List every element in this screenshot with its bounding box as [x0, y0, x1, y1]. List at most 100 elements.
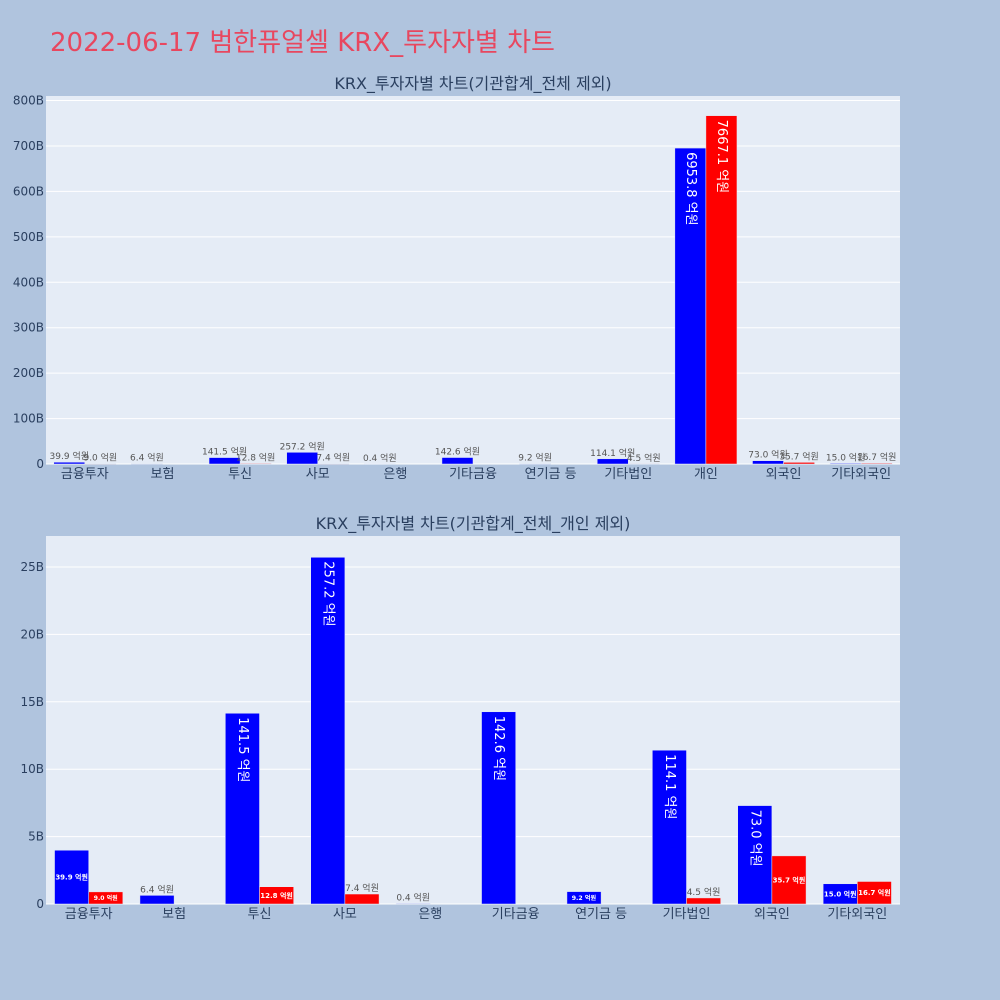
y-tick-label: 800B [13, 94, 44, 108]
y-tick-label: 200B [13, 366, 44, 380]
bar [652, 749, 687, 905]
data-label: 257.2 억원 [320, 561, 335, 626]
chart-title: KRX_투자자별 차트(기관합계_전체 제외) [334, 74, 611, 94]
bar [53, 461, 86, 465]
bar [84, 463, 117, 465]
y-tick-label: 20B [20, 627, 44, 641]
x-tick-label: 은행 [383, 466, 407, 482]
x-tick-label: 투신 [228, 467, 252, 482]
y-tick-label: 700B [13, 139, 44, 153]
bar [364, 463, 396, 465]
bar [705, 115, 738, 465]
x-tick-label: 기타법인 [663, 907, 711, 922]
data-label: 6.4 억원 [140, 883, 174, 895]
x-tick-label: 기타금융 [492, 907, 540, 922]
data-label: 39.9 억원 [50, 450, 89, 462]
y-tick-label: 400B [13, 275, 44, 289]
data-label: 9.2 억원 [572, 894, 597, 902]
bar [441, 457, 474, 465]
data-label: 141.5 억원 [202, 446, 247, 458]
x-tick-label: 사모 [306, 467, 330, 482]
bar [674, 147, 707, 465]
data-label: 4.5 억원 [627, 452, 661, 464]
data-label: 15.0 억원 [826, 451, 865, 463]
bar [54, 849, 89, 905]
data-label: 73.0 억원 [747, 810, 762, 867]
x-tick-label: 투신 [248, 907, 272, 922]
x-tick-label: 연기금 등 [575, 907, 627, 922]
data-label: 12.8 억원 [236, 451, 275, 463]
data-label: 9.0 억원 [83, 452, 117, 464]
bar [344, 893, 380, 905]
x-tick-label: 보험 [162, 907, 186, 922]
y-tick-label: 300B [13, 321, 44, 335]
data-label: 0.4 억원 [396, 891, 430, 903]
page-title: 2022-06-17 범한퓨얼셀 KRX_투자자별 차트 [50, 28, 555, 58]
data-label: 142.6 억원 [435, 446, 480, 458]
bar [259, 886, 294, 905]
data-label: 15.0 억원 [824, 889, 857, 898]
x-tick-label: 보험 [150, 467, 174, 482]
y-tick-label: 600B [13, 184, 44, 198]
data-label: 6953.8 억원 [683, 152, 698, 226]
bar [829, 463, 862, 465]
y-tick-label: 25B [20, 560, 44, 574]
x-tick-label: 기타외국인 [831, 467, 891, 482]
bar [395, 903, 431, 905]
y-tick-label: 100B [13, 412, 44, 426]
bar [208, 457, 241, 465]
x-tick-label: 개인 [694, 467, 718, 482]
data-label: 142.6 억원 [491, 716, 506, 781]
bar [225, 713, 260, 905]
x-tick-label: 외국인 [766, 467, 802, 482]
data-label: 16.7 억원 [857, 451, 896, 463]
bar [310, 557, 346, 905]
bar [686, 897, 721, 905]
y-tick-label: 10B [20, 762, 44, 776]
data-label: 16.7 억원 [858, 888, 891, 897]
plot-area [46, 96, 900, 464]
data-label: 39.9 억원 [55, 873, 88, 882]
data-label: 7.4 억원 [345, 882, 379, 894]
x-tick-label: 기타외국인 [827, 907, 887, 922]
bar [239, 463, 272, 465]
data-label: 7.4 억원 [316, 452, 350, 464]
x-tick-label: 사모 [333, 907, 357, 922]
data-label: 4.5 억원 [687, 886, 721, 898]
data-label: 6.4 억원 [130, 452, 164, 464]
data-label: 35.7 억원 [779, 450, 818, 462]
bar [783, 462, 815, 465]
x-tick-label: 기타금융 [449, 467, 497, 482]
bar [317, 463, 350, 465]
data-label: 12.8 억원 [260, 891, 293, 900]
data-label: 9.0 억원 [94, 894, 118, 902]
data-label: 114.1 억원 [590, 447, 635, 459]
bar [737, 805, 773, 905]
data-label: 73.0 억원 [748, 449, 787, 461]
bar [88, 891, 124, 905]
chart-panel-0: 0 100B 200B 300B 400B 500B 600B 700B 800B KRX_투자자… [13, 74, 900, 482]
bar [771, 855, 807, 905]
y-tick-label: 0 [36, 897, 44, 911]
x-tick-label: 은행 [418, 906, 442, 922]
y-tick-label: 15B [20, 695, 44, 709]
data-label: 114.1 억원 [662, 754, 677, 819]
bar [131, 463, 163, 465]
y-tick-label: 500B [13, 230, 44, 244]
bar [481, 711, 516, 905]
data-label: 7667.1 억원 [714, 120, 729, 194]
data-label: 141.5 억원 [235, 717, 250, 782]
data-label: 0.4 억원 [363, 452, 397, 464]
bar [596, 458, 629, 465]
chart-title: KRX_투자자별 차트(기관합계_전체_개인 제외) [316, 514, 631, 534]
bar [286, 452, 318, 465]
data-label: 257.2 억원 [280, 440, 325, 452]
bar [139, 895, 175, 905]
x-tick-label: 기타법인 [604, 467, 652, 482]
x-tick-label: 금융투자 [65, 907, 113, 922]
x-tick-label: 연기금 등 [525, 467, 577, 482]
x-tick-label: 금융투자 [61, 467, 109, 482]
data-label: 35.7 억원 [773, 875, 806, 884]
